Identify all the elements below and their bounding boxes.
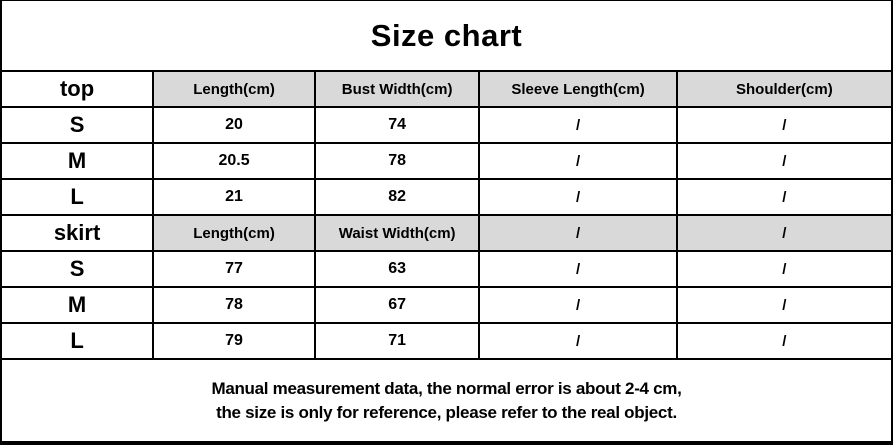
empty-value-cell: /: [478, 142, 678, 180]
empty-value-cell: /: [478, 250, 678, 288]
size-label: S: [2, 250, 155, 288]
empty-value-cell: /: [478, 322, 678, 360]
empty-value-cell: /: [478, 286, 678, 324]
value-cell: 74: [313, 106, 481, 144]
empty-header-cell: /: [478, 214, 678, 252]
value-cell: 77: [152, 250, 316, 288]
empty-value-cell: /: [675, 250, 891, 288]
column-header-length: Length(cm): [152, 72, 316, 108]
value-cell: 78: [152, 286, 316, 324]
table-row: L 79 71 / /: [2, 322, 891, 360]
footer-note-line2: the size is only for reference, please r…: [216, 402, 677, 422]
size-table: top Length(cm) Bust Width(cm) Sleeve Len…: [2, 72, 891, 360]
column-header-shoulder: Shoulder(cm): [675, 72, 891, 108]
value-cell: 71: [313, 322, 481, 360]
value-cell: 82: [313, 178, 481, 216]
table-row-skirt-header: skirt Length(cm) Waist Width(cm) / /: [2, 214, 891, 252]
table-row: M 20.5 78 / /: [2, 142, 891, 180]
footer-note-line1: Manual measurement data, the normal erro…: [211, 378, 682, 398]
section-label: top: [2, 72, 155, 108]
table-row: L 21 82 / /: [2, 178, 891, 216]
size-label: M: [2, 142, 155, 180]
empty-value-cell: /: [675, 178, 891, 216]
column-header-bust-width: Bust Width(cm): [313, 72, 481, 108]
footer-note: Manual measurement data, the normal erro…: [2, 360, 891, 441]
column-header-length: Length(cm): [152, 214, 316, 252]
value-cell: 67: [313, 286, 481, 324]
value-cell: 20.5: [152, 142, 316, 180]
section-label: skirt: [2, 214, 155, 252]
size-label: L: [2, 178, 155, 216]
column-header-waist-width: Waist Width(cm): [313, 214, 481, 252]
table-row: M 78 67 / /: [2, 286, 891, 324]
table-row: S 20 74 / /: [2, 106, 891, 144]
empty-value-cell: /: [675, 106, 891, 144]
column-header-sleeve-length: Sleeve Length(cm): [478, 72, 678, 108]
value-cell: 63: [313, 250, 481, 288]
value-cell: 21: [152, 178, 316, 216]
empty-value-cell: /: [478, 106, 678, 144]
empty-value-cell: /: [675, 142, 891, 180]
empty-value-cell: /: [675, 322, 891, 360]
size-label: S: [2, 106, 155, 144]
empty-header-cell: /: [675, 214, 891, 252]
size-label: L: [2, 322, 155, 360]
table-row: S 77 63 / /: [2, 250, 891, 288]
value-cell: 20: [152, 106, 316, 144]
value-cell: 79: [152, 322, 316, 360]
value-cell: 78: [313, 142, 481, 180]
empty-value-cell: /: [478, 178, 678, 216]
empty-value-cell: /: [675, 286, 891, 324]
page-title: Size chart: [2, 1, 891, 72]
table-row-top-header: top Length(cm) Bust Width(cm) Sleeve Len…: [2, 72, 891, 108]
size-label: M: [2, 286, 155, 324]
